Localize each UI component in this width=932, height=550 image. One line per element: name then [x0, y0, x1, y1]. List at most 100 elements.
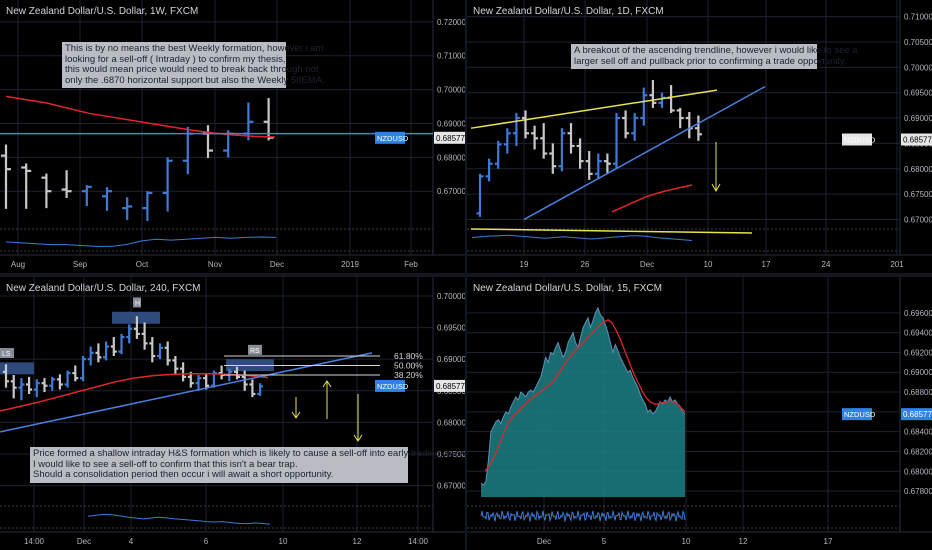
h4-note-line: Price formed a shallow intraday H&S form…: [33, 448, 465, 459]
pattern-label-bg: [133, 297, 141, 308]
y-axis-tick-label: 0.70000: [904, 63, 932, 72]
weekly-note-line: this would mean price would need to brea…: [65, 64, 319, 75]
oscillator-line: [5, 236, 277, 247]
last-price-tag-value: 0.68577: [436, 382, 465, 391]
ascending-trendline: [523, 85, 766, 221]
y-axis-tick-label: 0.68000: [904, 467, 932, 476]
moving-average-line: [484, 319, 686, 472]
y-axis-tick-label: 0.68400: [904, 428, 932, 437]
y-axis-tick-label: 0.68000: [904, 165, 932, 174]
x-axis-tick-label: 201: [890, 260, 904, 269]
m15-chart-panel[interactable]: 0.696000.694000.692000.690000.688000.686…: [467, 277, 932, 550]
last-price-tag-bg: [901, 133, 932, 146]
symbol-tag-bg: [842, 133, 872, 146]
left-shoulder-box: [0, 362, 34, 375]
y-axis-tick-label: 0.67000: [904, 215, 932, 224]
m15-chart-title: New Zealand Dollar/U.S. Dollar, 15, FXCM: [473, 283, 662, 294]
neckline-trendline: [0, 352, 373, 433]
x-axis-tick-label: Dec: [77, 537, 91, 546]
symbol-tag-bg: [375, 379, 405, 392]
y-axis-tick-label: 0.67500: [904, 190, 932, 199]
y-axis-tick-label: 0.72000: [437, 18, 465, 27]
x-axis-tick-label: 17: [824, 537, 833, 546]
x-axis-tick-label: 10: [704, 260, 713, 269]
last-price-tag-value: 0.68577: [436, 134, 465, 143]
x-axis-tick-label: 5: [602, 537, 607, 546]
y-axis-tick-label: 0.69200: [904, 348, 932, 357]
y-axis-tick-label: 0.69500: [437, 324, 465, 333]
fib-level-label: 50.00%: [394, 360, 423, 370]
symbol-tag-label: NZDUSD: [377, 134, 409, 143]
x-axis-tick-label: 10: [279, 537, 288, 546]
y-axis-tick-label: 0.69000: [904, 368, 932, 377]
daily-note-line: larger sell off and pullback prior to co…: [574, 55, 847, 67]
y-axis-tick-label: 0.68200: [904, 447, 932, 456]
y-axis-tick-label: 0.71000: [437, 52, 465, 61]
y-axis-tick-label: 0.69000: [904, 114, 932, 123]
down-arrow-head: [711, 183, 721, 193]
upper-yellow-trendline: [470, 89, 718, 129]
y-axis-tick-label: 0.69000: [437, 355, 465, 364]
ema-line: [611, 184, 693, 213]
h4-note-line: Should a consolidation period then occur…: [33, 469, 334, 480]
x-axis-tick-label: Dec: [270, 260, 284, 269]
weekly-note-line: looking for a sell-off ( Intraday ) to c…: [65, 53, 286, 65]
x-axis-tick-label: 12: [353, 537, 362, 546]
oscillator-line: [471, 234, 693, 241]
projection-arrow-head: [291, 411, 301, 419]
weekly-note-line: only the .6870 horizontal support but al…: [65, 74, 325, 86]
fib-level-label: 38.20%: [394, 370, 423, 380]
daily-note: A breakout of the ascending trendline, h…: [571, 44, 858, 69]
y-axis-tick-label: 0.71000: [904, 13, 932, 22]
weekly-chart-panel[interactable]: 0.72000 0.71000 0.70000 0.69000 0.68000 0.670…: [0, 0, 465, 273]
x-axis-tick-label: Aug: [11, 260, 25, 269]
y-axis-tick-label: 0.68000: [437, 418, 465, 427]
y-axis-tick-label: 0.69600: [904, 309, 932, 318]
y-axis-tick-label: 0.67500: [437, 450, 465, 459]
price-area-fill: [481, 307, 685, 497]
pattern-label-h: H: [135, 300, 140, 307]
ema-line: [0, 372, 269, 412]
daily-note-line: A breakout of the ascending trendline, h…: [574, 45, 858, 56]
weekly-chart-title: New Zealand Dollar/U.S. Dollar, 1W, FXCM: [6, 6, 199, 17]
x-axis-tick-label: 6: [204, 537, 209, 546]
x-axis-tick-label: 24: [822, 260, 831, 269]
last-price-tag-value: 0.68577: [903, 410, 932, 419]
x-axis-tick-label: 10: [682, 537, 691, 546]
pattern-label-ls: LS: [2, 351, 11, 358]
symbol-tag-label: NZDUSD: [844, 410, 876, 419]
h4-note-line: I would like to see a sell-off to confir…: [33, 458, 298, 470]
y-axis-tick-label: 0.69400: [904, 329, 932, 338]
h4-chart-panel[interactable]: 0.700000.695000.690000.685000.680000.675…: [0, 277, 465, 550]
symbol-tag-bg: [375, 131, 405, 144]
h4-chart: 0.700000.695000.690000.685000.680000.675…: [0, 277, 465, 546]
x-axis-tick-label: 2019: [341, 260, 359, 269]
y-axis-tick-label: 0.67000: [437, 187, 465, 196]
pattern-label-rs: RS: [250, 348, 260, 355]
y-axis-tick-label: 0.67000: [437, 482, 465, 491]
oscillator-line: [480, 509, 686, 523]
x-axis-tick-label: 14:00: [24, 537, 45, 546]
weekly-note-line: This is by no means the best Weekly form…: [65, 43, 324, 54]
pattern-label-bg: [0, 348, 14, 359]
x-axis-tick-label: Dec: [640, 260, 654, 269]
daily-chart-panel[interactable]: 0.71000 0.70500 0.70000 0.69500 0.69000 0.685…: [467, 0, 932, 273]
x-axis-tick-label: Dec: [537, 537, 551, 546]
fib-level-label: 61.80%: [394, 351, 423, 361]
y-axis-tick-label: 0.69500: [904, 89, 932, 98]
daily-chart-title: New Zealand Dollar/U.S. Dollar, 1D, FXCM: [473, 6, 664, 17]
x-axis-tick-label: 14:00: [408, 537, 429, 546]
y-axis-tick-label: 0.70000: [437, 86, 465, 95]
x-axis-tick-label: Oct: [136, 260, 149, 269]
y-axis-tick-label: 0.68000: [437, 153, 465, 162]
symbol-tag-label: NZDUSD: [844, 135, 876, 144]
oscillator-line: [87, 513, 271, 525]
x-axis-tick-label: 4: [129, 537, 134, 546]
x-axis-tick-label: Sep: [73, 260, 88, 269]
last-price-tag-bg: [434, 379, 465, 392]
last-price-tag-bg: [434, 131, 465, 144]
x-axis-tick-label: 19: [520, 260, 529, 269]
oscillator-yellow-line: [470, 228, 753, 234]
symbol-tag-label: NZDUSD: [377, 382, 409, 391]
last-price-tag-value: 0.68577: [903, 135, 932, 144]
